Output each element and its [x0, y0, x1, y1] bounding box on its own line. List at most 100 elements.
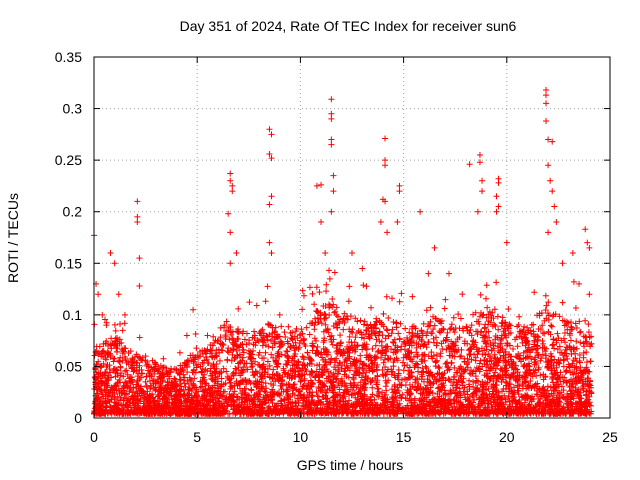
data-point [521, 323, 528, 330]
data-point [448, 359, 455, 366]
data-point [346, 283, 353, 290]
data-point [428, 349, 435, 356]
data-point [216, 349, 223, 356]
data-point [333, 348, 340, 355]
data-point [239, 394, 246, 401]
data-point [384, 327, 391, 334]
data-point [389, 295, 396, 302]
data-point [543, 352, 550, 359]
data-point [457, 372, 464, 379]
data-point [581, 343, 588, 350]
data-point [436, 328, 443, 335]
data-point [451, 373, 458, 380]
data-point [509, 398, 516, 405]
data-point [556, 360, 563, 367]
data-point [224, 348, 231, 355]
data-point [220, 342, 227, 349]
data-point [570, 278, 577, 285]
data-point [270, 366, 277, 373]
data-point [142, 390, 149, 397]
data-point [533, 391, 540, 398]
data-point [254, 361, 261, 368]
data-point [568, 387, 575, 394]
data-point [404, 387, 411, 394]
data-point [143, 373, 150, 380]
data-point [257, 330, 264, 337]
data-point [117, 394, 124, 401]
data-point [197, 397, 204, 404]
data-point [322, 311, 329, 318]
data-point [439, 345, 446, 352]
data-point [409, 293, 416, 300]
data-point [120, 373, 127, 380]
data-point [326, 301, 333, 308]
data-point [291, 391, 298, 398]
data-point [531, 369, 538, 376]
data-point [292, 351, 299, 358]
data-point [557, 378, 564, 385]
data-point [273, 357, 280, 364]
data-point [502, 348, 509, 355]
data-point [410, 353, 417, 360]
data-point [332, 308, 339, 315]
data-point [228, 331, 235, 338]
data-point [549, 342, 556, 349]
data-point [301, 375, 308, 382]
data-point [515, 322, 522, 329]
data-point [228, 383, 235, 390]
data-point [472, 380, 479, 387]
data-point [352, 315, 359, 322]
data-point [444, 329, 451, 336]
data-point [209, 384, 216, 391]
data-point [429, 381, 436, 388]
data-point [516, 313, 523, 320]
data-point [190, 381, 197, 388]
data-point [136, 362, 143, 369]
data-point [326, 372, 333, 379]
data-point [174, 369, 181, 376]
data-point [441, 370, 448, 377]
data-point [495, 326, 502, 333]
data-point [347, 313, 354, 320]
data-point [582, 317, 589, 324]
data-point [494, 313, 501, 320]
data-point [427, 304, 434, 311]
data-point [459, 291, 466, 298]
data-point [437, 350, 444, 357]
data-point [210, 333, 217, 340]
data-point [477, 357, 484, 364]
data-point [342, 356, 349, 363]
data-point [395, 330, 402, 337]
data-point [468, 356, 475, 363]
data-point [329, 296, 336, 303]
data-point [286, 384, 293, 391]
data-point [564, 355, 571, 362]
data-point [361, 376, 368, 383]
data-point [264, 365, 271, 372]
data-point [98, 388, 105, 395]
data-point [91, 352, 98, 359]
data-point [113, 382, 120, 389]
data-point [262, 380, 269, 387]
data-point [373, 336, 380, 343]
data-point [577, 377, 584, 384]
data-point [346, 326, 353, 333]
data-point [345, 298, 352, 305]
data-point [366, 335, 373, 342]
data-point [437, 329, 444, 336]
data-point [525, 341, 532, 348]
data-point [420, 320, 427, 327]
data-point [262, 298, 269, 305]
data-point [369, 367, 376, 374]
data-point [463, 324, 470, 331]
data-point [545, 312, 552, 319]
data-point [497, 340, 504, 347]
data-point [136, 334, 143, 341]
data-point [358, 329, 365, 336]
data-point [533, 372, 540, 379]
data-point [438, 387, 445, 394]
data-point [373, 315, 380, 322]
data-point [117, 321, 124, 328]
data-point [423, 332, 430, 339]
data-point [458, 378, 465, 385]
